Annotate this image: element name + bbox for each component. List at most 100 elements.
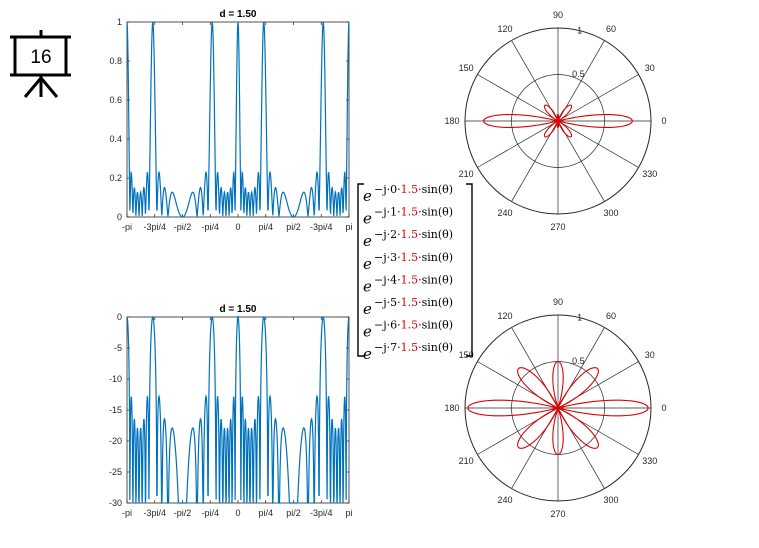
exponent-prefix: −j·4· bbox=[374, 273, 401, 286]
x-tick-label: 0 bbox=[235, 222, 240, 232]
polar-angle-label: 90 bbox=[553, 10, 563, 20]
exponent: −j·3·1.5·sin(θ) bbox=[374, 251, 453, 264]
x-tick-label: -pi/2 bbox=[174, 222, 192, 232]
exponent-prefix: −j·7· bbox=[374, 341, 401, 354]
x-tick-label: 0 bbox=[235, 508, 240, 518]
polar-angle-label: 330 bbox=[642, 456, 657, 466]
exponent-prefix: −j·6· bbox=[374, 319, 401, 332]
polar-angle-label: 0 bbox=[661, 403, 666, 413]
exponent: −j·6·1.5·sin(θ) bbox=[374, 319, 453, 332]
plot-area bbox=[126, 21, 350, 218]
y-tick-label: 0.2 bbox=[109, 173, 122, 183]
polar-angle-label: 180 bbox=[444, 403, 459, 413]
element-spacing: 1.5 bbox=[401, 183, 419, 196]
exponent-prefix: −j·5· bbox=[374, 296, 401, 309]
element-spacing: 1.5 bbox=[401, 273, 419, 286]
y-tick-label: 0 bbox=[117, 312, 122, 322]
y-tick-label: -10 bbox=[109, 374, 122, 384]
polar-angle-label: 90 bbox=[553, 297, 563, 307]
exponent: −j·5·1.5·sin(θ) bbox=[374, 296, 453, 309]
x-tick-label: pi/4 bbox=[258, 508, 273, 518]
polar-angle-label: 60 bbox=[606, 311, 616, 321]
polar-angle-label: 300 bbox=[603, 208, 618, 218]
polar-angle-label: 150 bbox=[459, 63, 474, 73]
vector-entry: e −j·7·1.5·sin(θ) bbox=[363, 341, 453, 363]
element-spacing: 1.5 bbox=[401, 296, 419, 309]
linear-pattern-chart: d = 1.50 -pi -3pi/4 -pi/2 -pi/4 0 pi/4 pi/2 -3pi… bbox=[109, 9, 352, 232]
element-spacing: 1.5 bbox=[401, 341, 419, 354]
chart-title: d = 1.50 bbox=[220, 304, 257, 315]
polar-radial-label: 1 bbox=[577, 25, 582, 35]
y-tick-label: -20 bbox=[109, 436, 122, 446]
polar-angle-label: 240 bbox=[497, 495, 512, 505]
polar-angle-label: 30 bbox=[645, 350, 655, 360]
exp-base: e bbox=[363, 210, 372, 228]
polar-angle-label: 180 bbox=[444, 116, 459, 126]
x-tick-label: -pi/4 bbox=[201, 222, 219, 232]
x-tick-label: pi bbox=[345, 222, 352, 232]
x-tick-label: -pi/4 bbox=[201, 508, 219, 518]
polar-angle-label: 30 bbox=[645, 63, 655, 73]
exponent-suffix: ·sin(θ) bbox=[418, 319, 453, 332]
exp-base: e bbox=[363, 255, 372, 273]
y-tick-label: -15 bbox=[109, 405, 122, 415]
polar-angle-label: 120 bbox=[497, 311, 512, 321]
steering-vector: e −j·0·1.5·sin(θ)e −j·1·1.5·sin(θ)e −j·2·1.… bbox=[357, 183, 473, 363]
polar-radial-label: 0.5 bbox=[572, 356, 585, 366]
polar-spoke bbox=[477, 74, 559, 122]
polar-radial-label: 1 bbox=[577, 312, 582, 322]
exponent-suffix: ·sin(θ) bbox=[418, 228, 453, 241]
polar-angle-label: 330 bbox=[642, 169, 657, 179]
exponent-suffix: ·sin(θ) bbox=[418, 206, 453, 219]
x-tick-label: pi/4 bbox=[258, 222, 273, 232]
vector-entry: e −j·3·1.5·sin(θ) bbox=[363, 251, 453, 273]
y-tick-label: 0.8 bbox=[109, 56, 122, 66]
exp-base: e bbox=[363, 277, 372, 295]
y-tick-label: 0.6 bbox=[109, 95, 122, 105]
exponent: −j·0·1.5·sin(θ) bbox=[374, 183, 453, 196]
x-tick-label: -3pi/4 bbox=[310, 508, 333, 518]
polar-angle-label: 210 bbox=[459, 456, 474, 466]
y-tick-label: 0.4 bbox=[109, 134, 122, 144]
exponent-suffix: ·sin(θ) bbox=[418, 183, 453, 196]
polar-angle-label: 300 bbox=[603, 495, 618, 505]
exp-base: e bbox=[363, 187, 372, 205]
exp-base: e bbox=[363, 345, 372, 363]
exponent: −j·1·1.5·sin(θ) bbox=[374, 206, 453, 219]
x-tick-label: pi/2 bbox=[286, 222, 301, 232]
polar-radial-label: 0.5 bbox=[572, 69, 585, 79]
exp-base: e bbox=[363, 300, 372, 318]
polar-angle-label: 270 bbox=[550, 222, 565, 232]
vector-entry: e −j·2·1.5·sin(θ) bbox=[363, 228, 453, 250]
polar-pattern-line bbox=[483, 104, 633, 138]
polar-angle-label: 270 bbox=[550, 509, 565, 519]
plot-area bbox=[126, 316, 350, 504]
polar-pattern-line bbox=[467, 360, 649, 456]
y-tick-label: 1 bbox=[117, 17, 122, 27]
polar-angle-label: 210 bbox=[459, 169, 474, 179]
polar-angle-label: 0 bbox=[661, 116, 666, 126]
exponent: −j·2·1.5·sin(θ) bbox=[374, 228, 453, 241]
exponent-prefix: −j·0· bbox=[374, 183, 401, 196]
x-tick-label: -3pi/4 bbox=[143, 222, 166, 232]
exponent-suffix: ·sin(θ) bbox=[418, 251, 453, 264]
y-tick-label: -5 bbox=[114, 343, 122, 353]
polar-angle-label: 150 bbox=[459, 350, 474, 360]
exponent-suffix: ·sin(θ) bbox=[418, 341, 453, 354]
x-tick-label: -pi bbox=[122, 222, 132, 232]
polar-angle-label: 60 bbox=[606, 24, 616, 34]
x-tick-label: pi/2 bbox=[286, 508, 301, 518]
exp-base: e bbox=[363, 323, 372, 341]
polar-angle-label: 120 bbox=[497, 24, 512, 34]
exponent-suffix: ·sin(θ) bbox=[418, 273, 453, 286]
element-spacing: 1.5 bbox=[401, 206, 419, 219]
element-spacing: 1.5 bbox=[401, 319, 419, 332]
y-tick-label: -25 bbox=[109, 467, 122, 477]
x-tick-label: -3pi/4 bbox=[310, 222, 333, 232]
element-spacing: 1.5 bbox=[401, 251, 419, 264]
x-tick-label: pi bbox=[345, 508, 352, 518]
exponent: −j·4·1.5·sin(θ) bbox=[374, 273, 453, 286]
y-tick-label: -30 bbox=[109, 498, 122, 508]
